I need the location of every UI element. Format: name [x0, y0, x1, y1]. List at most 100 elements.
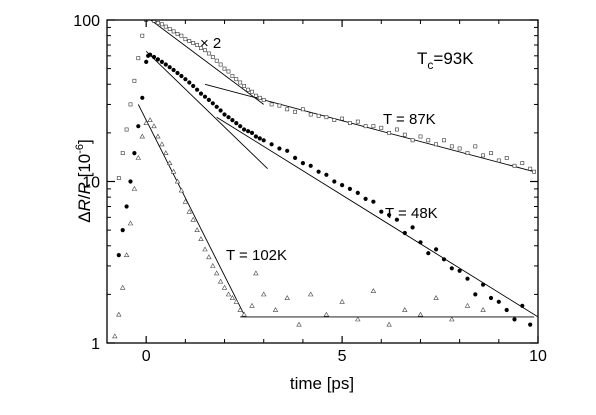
y-axis-exponent: -6	[74, 144, 86, 154]
tc-value: =93K	[433, 49, 474, 68]
point-102k	[139, 133, 146, 139]
point-87k	[426, 138, 431, 143]
label-87k: T = 87K	[383, 111, 436, 128]
point-48k	[183, 77, 188, 82]
point-102k	[159, 141, 165, 147]
point-48k	[222, 112, 227, 117]
point-102k	[417, 311, 424, 317]
point-87k	[308, 112, 313, 117]
point-48k	[171, 67, 176, 73]
point-87k	[473, 144, 478, 149]
point-48k	[473, 292, 478, 297]
point-102k	[241, 311, 247, 317]
scale-factor-label: × 2	[200, 35, 221, 52]
point-87k	[347, 121, 352, 126]
point-48k	[155, 57, 160, 62]
point-87k	[300, 107, 305, 112]
y-axis-close: ]	[75, 139, 94, 144]
point-48k	[124, 204, 129, 209]
point-102k	[233, 298, 240, 304]
point-87k	[293, 109, 298, 114]
point-102k	[143, 120, 149, 125]
point-48k	[187, 80, 192, 85]
point-87k	[285, 107, 290, 112]
point-102k	[166, 160, 173, 165]
point-87k	[528, 166, 533, 171]
point-87k	[116, 176, 121, 181]
point-48k	[316, 169, 321, 174]
point-87k	[269, 102, 274, 107]
point-48k	[179, 73, 184, 79]
point-87k	[465, 151, 470, 156]
x-tick-label: 5	[338, 348, 347, 365]
point-102k	[229, 295, 236, 300]
y-axis-r-numerator: R	[75, 199, 94, 211]
point-87k	[140, 33, 145, 38]
point-87k	[316, 113, 321, 118]
point-87k	[418, 134, 423, 139]
point-48k	[238, 124, 243, 129]
point-48k	[128, 179, 133, 184]
point-87k	[481, 153, 486, 158]
point-87k	[532, 169, 537, 174]
point-102k	[127, 220, 134, 226]
point-102k	[202, 246, 208, 252]
point-48k	[206, 97, 211, 102]
fit-line-48k-slow	[216, 116, 538, 318]
point-87k	[442, 138, 446, 143]
point-87k	[214, 58, 219, 63]
point-48k	[496, 299, 501, 304]
point-87k	[152, 20, 156, 23]
point-102k	[163, 150, 169, 155]
point-87k	[132, 78, 137, 83]
point-87k	[187, 39, 192, 44]
point-87k	[277, 103, 282, 108]
point-87k	[207, 51, 211, 56]
point-87k	[238, 80, 243, 85]
point-87k	[195, 43, 200, 47]
point-48k	[198, 91, 204, 96]
point-87k	[340, 116, 345, 121]
point-48k	[512, 317, 517, 322]
point-87k	[489, 151, 493, 156]
point-102k	[198, 236, 204, 241]
point-102k	[210, 262, 216, 268]
point-48k	[191, 83, 196, 89]
point-102k	[449, 316, 455, 322]
point-48k	[249, 130, 255, 135]
point-87k	[363, 124, 368, 129]
point-87k	[179, 33, 184, 38]
point-102k	[221, 284, 228, 290]
point-102k	[147, 117, 153, 122]
point-48k	[457, 268, 462, 273]
point-87k	[387, 131, 392, 135]
point-48k	[418, 240, 423, 245]
point-87k	[246, 87, 251, 92]
point-48k	[308, 163, 313, 168]
y-axis-unit: [10	[75, 154, 94, 182]
point-87k	[191, 41, 196, 45]
data-points	[112, 16, 537, 339]
point-87k	[149, 16, 152, 19]
point-48k	[371, 199, 376, 204]
point-48k	[218, 108, 223, 113]
x-tick-label: 0	[142, 348, 151, 365]
y-tick-label: 1	[91, 336, 100, 353]
point-87k	[402, 132, 407, 137]
point-87k	[234, 77, 239, 82]
point-102k	[307, 291, 314, 297]
point-87k	[171, 29, 176, 34]
tick-labels: 0 5 10 1 10 100	[73, 13, 547, 365]
fit-line-102k-fast	[137, 104, 245, 315]
point-102k	[112, 333, 118, 339]
point-48k	[387, 212, 392, 218]
point-102k	[249, 302, 255, 308]
x-tick-label: 10	[529, 348, 547, 365]
point-102k	[213, 270, 220, 276]
point-48k	[257, 136, 262, 141]
point-102k	[178, 187, 185, 193]
point-48k	[210, 101, 215, 106]
point-48k	[355, 190, 360, 195]
point-102k	[433, 295, 439, 300]
